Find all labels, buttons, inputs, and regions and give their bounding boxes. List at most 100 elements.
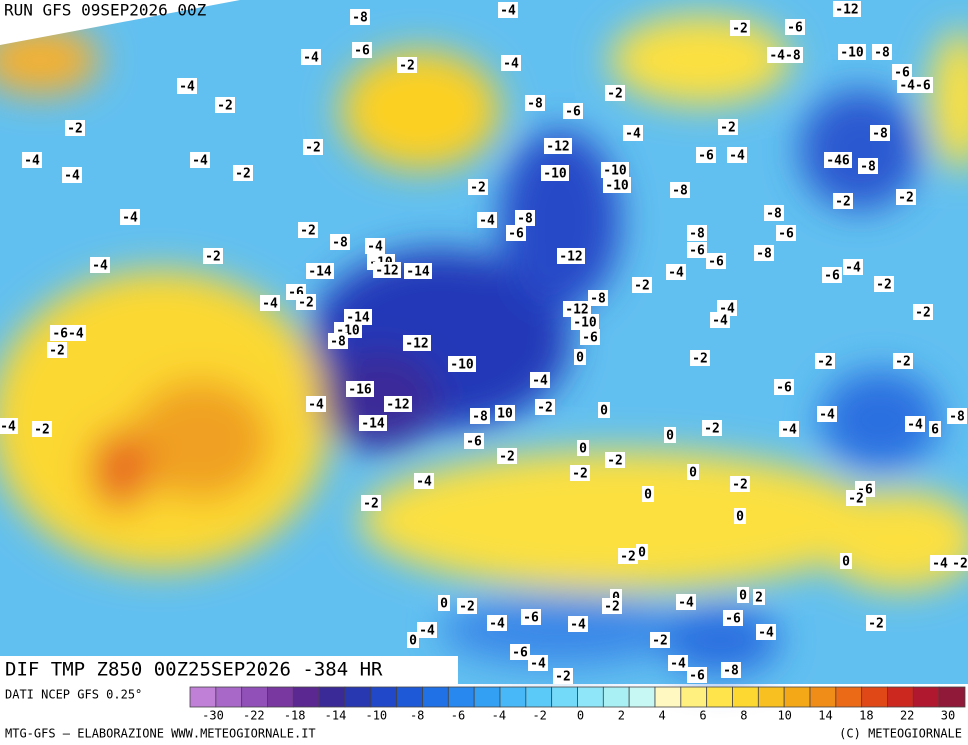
- label-bg: [666, 264, 686, 280]
- map-caption: DIF TMP Z850 00Z25SEP2026 -384 HR: [5, 659, 383, 681]
- contour-label: -46: [826, 154, 850, 169]
- contour-label: 6: [931, 423, 939, 438]
- contour-label: 0: [644, 488, 652, 503]
- contour-label: -2: [876, 278, 892, 293]
- label-bg: [737, 587, 749, 603]
- label-bg: [718, 119, 738, 135]
- contour-label: -8: [689, 227, 705, 242]
- contour-label: -14: [346, 311, 370, 326]
- label-bg: [414, 473, 434, 489]
- contour-label: -2: [620, 550, 636, 565]
- contour-label: -8: [949, 410, 965, 425]
- contour-label: -4: [179, 80, 195, 95]
- contour-label: -4: [532, 374, 548, 389]
- label-bg: [687, 464, 699, 480]
- header-bg: [0, 0, 240, 45]
- label-bg: [487, 615, 507, 631]
- label-bg: [350, 9, 370, 25]
- label-bg: [190, 152, 210, 168]
- contour-label: -8: [756, 247, 772, 262]
- label-bg: [817, 406, 837, 422]
- contour-label: -4: [24, 154, 40, 169]
- label-bg: [47, 342, 67, 358]
- label-bg: [668, 655, 688, 671]
- scale-label: 18: [859, 709, 873, 723]
- scale-swatch: [757, 686, 785, 708]
- label-bg: [623, 125, 643, 141]
- label-bg: [702, 420, 722, 436]
- contour-label: -2: [572, 467, 588, 482]
- label-bg: [676, 594, 696, 610]
- label-bg: [687, 225, 707, 241]
- contour-label: 2: [755, 591, 763, 606]
- contour-label: -2: [499, 450, 515, 465]
- contour-label: 0: [689, 466, 697, 481]
- contour-label: -2: [470, 181, 486, 196]
- contour-label: 0: [638, 546, 646, 561]
- contour-label: -2: [604, 600, 620, 615]
- contour-label: -2: [835, 195, 851, 210]
- scale-swatch: [938, 686, 966, 708]
- label-bg: [0, 418, 18, 434]
- contour-label: -2: [235, 167, 251, 182]
- contour-label: -2: [895, 355, 911, 370]
- scale-swatch: [628, 686, 656, 708]
- label-bg: [785, 19, 805, 35]
- scale-swatch: [473, 686, 501, 708]
- contour-label: -8: [590, 292, 606, 307]
- contour-label: -4: [729, 149, 745, 164]
- contour-label: -4: [479, 214, 495, 229]
- contour-label: -2: [952, 557, 968, 572]
- scale-label: -30: [202, 709, 224, 723]
- label-bg: [687, 667, 707, 683]
- label-bg: [721, 662, 741, 678]
- copyright: (C) METEOGIORNALE: [839, 727, 962, 741]
- label-bg: [874, 276, 894, 292]
- contour-label: -10: [543, 167, 567, 182]
- label-bg: [306, 263, 334, 279]
- label-bg: [706, 253, 726, 269]
- contour-label: -2: [915, 306, 931, 321]
- label-bg: [365, 238, 385, 254]
- scale-swatch: [241, 686, 268, 708]
- label-bg: [22, 152, 42, 168]
- contour-label: -4: [781, 423, 797, 438]
- label-bg: [929, 421, 941, 437]
- contour-label: -2: [652, 634, 668, 649]
- label-bg: [754, 245, 774, 261]
- label-bg: [866, 615, 886, 631]
- label-bg: [670, 182, 690, 198]
- contour-label: -6: [466, 435, 482, 450]
- contour-label: -4: [419, 624, 435, 639]
- scale-swatch: [577, 686, 604, 708]
- label-bg: [710, 312, 730, 328]
- contour-label: -14: [406, 265, 430, 280]
- label-bg: [664, 427, 676, 443]
- label-bg: [588, 290, 608, 306]
- label-bg: [541, 165, 569, 181]
- contour-label: -6: [776, 381, 792, 396]
- contour-label: 0: [579, 442, 587, 457]
- label-bg: [50, 325, 86, 341]
- label-bg: [296, 294, 316, 310]
- label-bg: [515, 210, 535, 226]
- label-bg: [636, 544, 648, 560]
- label-bg: [477, 212, 497, 228]
- label-bg: [260, 295, 280, 311]
- contour-label: -2: [732, 22, 748, 37]
- scale-swatch: [706, 686, 733, 708]
- label-bg: [359, 415, 387, 431]
- contour-label: -4: [570, 618, 586, 633]
- contour-label: -4: [670, 657, 686, 672]
- contour-label: -6: [725, 612, 741, 627]
- contour-label: -10: [840, 46, 864, 61]
- label-bg: [687, 242, 707, 258]
- label-bg: [574, 349, 586, 365]
- label-bg: [642, 486, 654, 502]
- label-bg: [774, 379, 794, 395]
- contour-label: 0: [739, 589, 747, 604]
- contour-label: -14: [308, 265, 332, 280]
- label-bg: [893, 353, 913, 369]
- scale-label: -14: [325, 709, 347, 723]
- contour-label: -6: [354, 44, 370, 59]
